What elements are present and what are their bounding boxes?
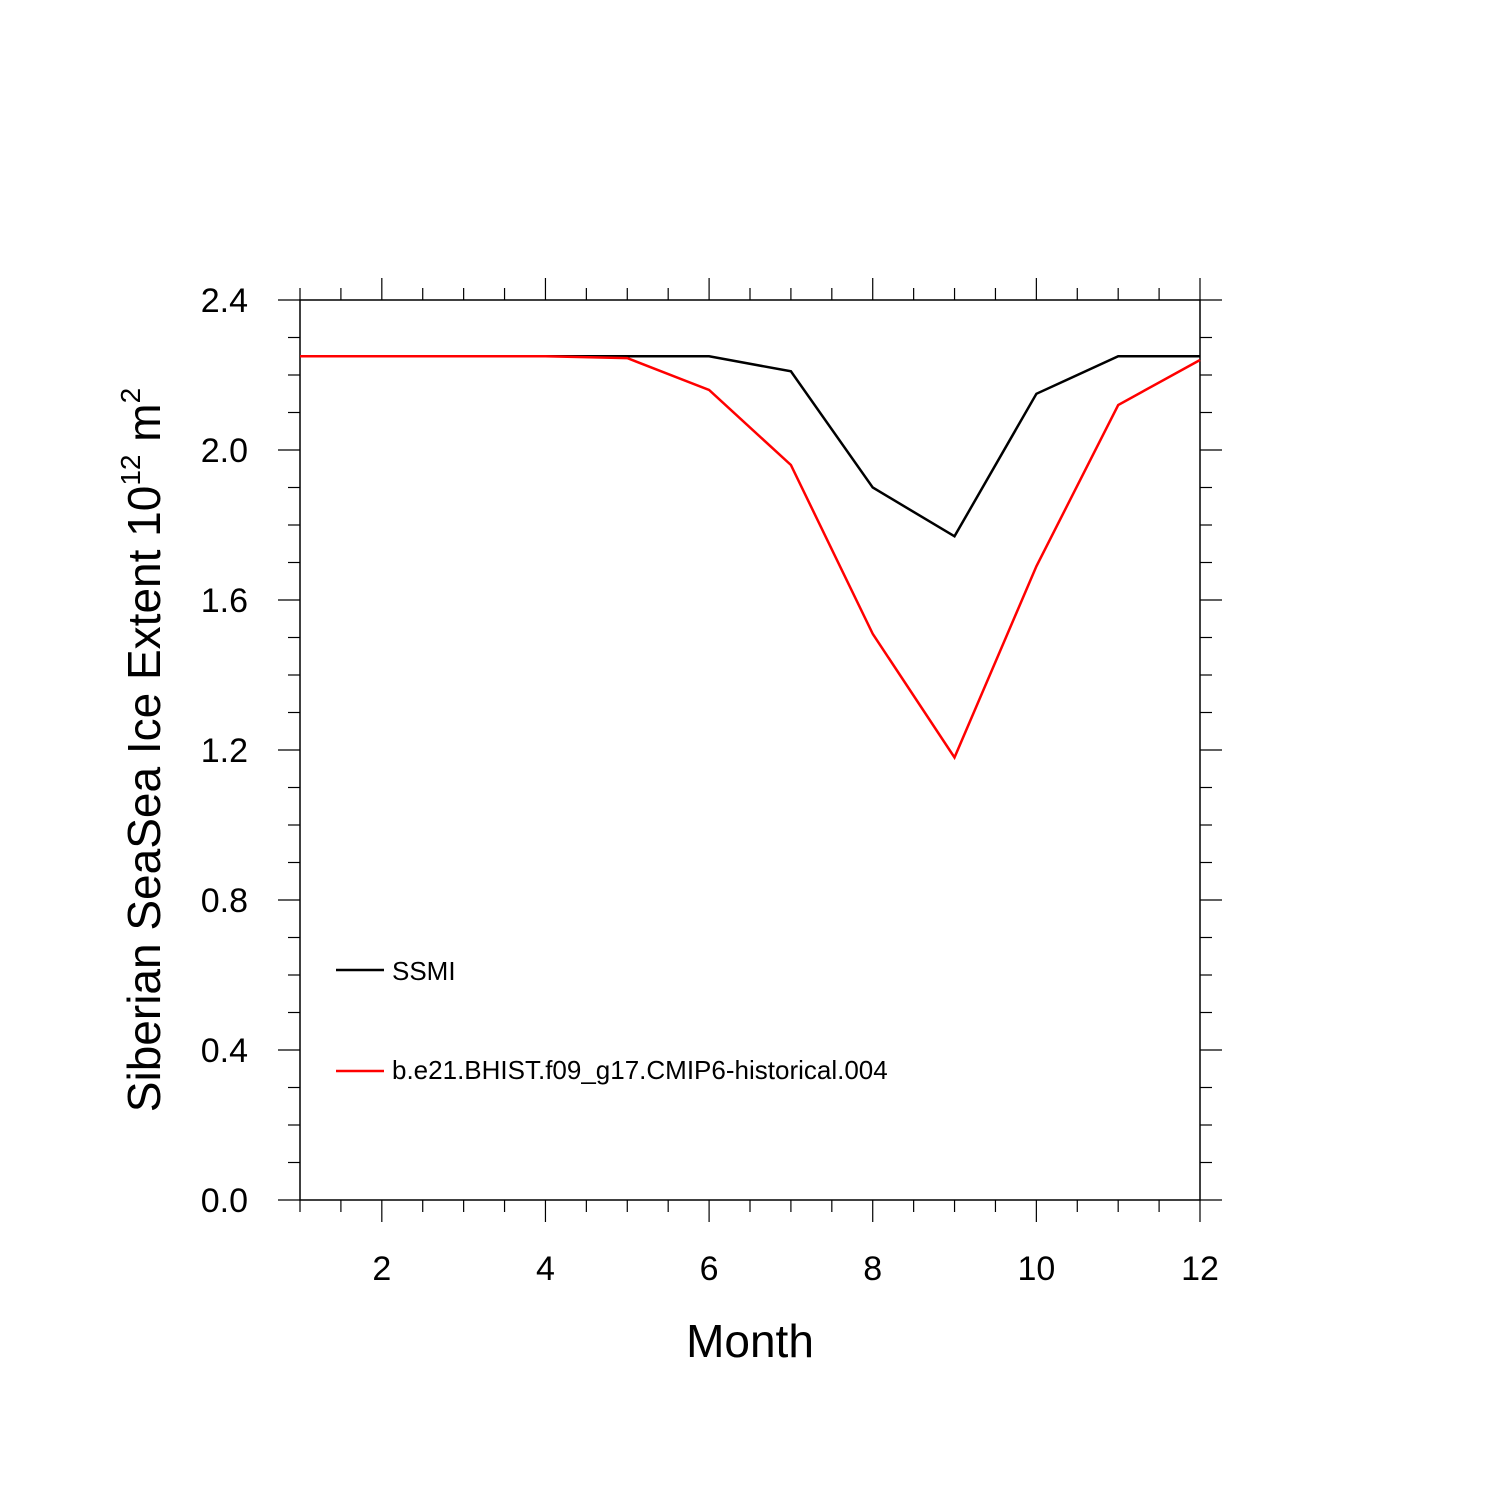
legend-label-ssmi: SSMI <box>392 956 456 986</box>
series-lines <box>300 355 1201 761</box>
x-tick-label: 4 <box>536 1250 555 1288</box>
y-axis-title-text: Siberian SeaSea Ice Extent 10 <box>118 486 170 1113</box>
y-axis-title-unit-exponent: 2 <box>115 388 146 404</box>
y-tick-label: 0.4 <box>201 1032 248 1070</box>
x-tick-label: 6 <box>700 1250 719 1288</box>
y-axis-title: Siberian SeaSea Ice Extent 1012 m2 <box>115 388 170 1112</box>
y-tick-label: 1.6 <box>201 582 248 620</box>
x-tick-label: 10 <box>1017 1250 1055 1288</box>
x-axis-title: Month <box>686 1315 814 1367</box>
y-tick-label: 2.4 <box>201 282 248 320</box>
x-tick-label: 12 <box>1181 1250 1219 1288</box>
x-tick-label: 2 <box>372 1250 391 1288</box>
y-axis-title-exponent: 12 <box>115 455 146 486</box>
x-tick-label: 8 <box>863 1250 882 1288</box>
y-tick-label: 1.2 <box>201 732 248 770</box>
tick-labels: 2 4 6 8 10 12 0.0 0.4 0.8 1.2 1.6 2.0 2.4 <box>201 282 1219 1288</box>
y-tick-label: 0.0 <box>201 1182 248 1220</box>
legend-label-cmip6: b.e21.BHIST.f09_g17.CMIP6-historical.004 <box>392 1055 888 1085</box>
y-tick-label: 2.0 <box>201 432 248 470</box>
y-tick-label: 0.8 <box>201 882 248 920</box>
y-axis-title-unit: m <box>118 403 170 454</box>
tick-marks <box>278 278 1222 1222</box>
series-line-1 <box>300 355 1201 761</box>
legend: SSMI b.e21.BHIST.f09_g17.CMIP6-historica… <box>336 956 888 1085</box>
